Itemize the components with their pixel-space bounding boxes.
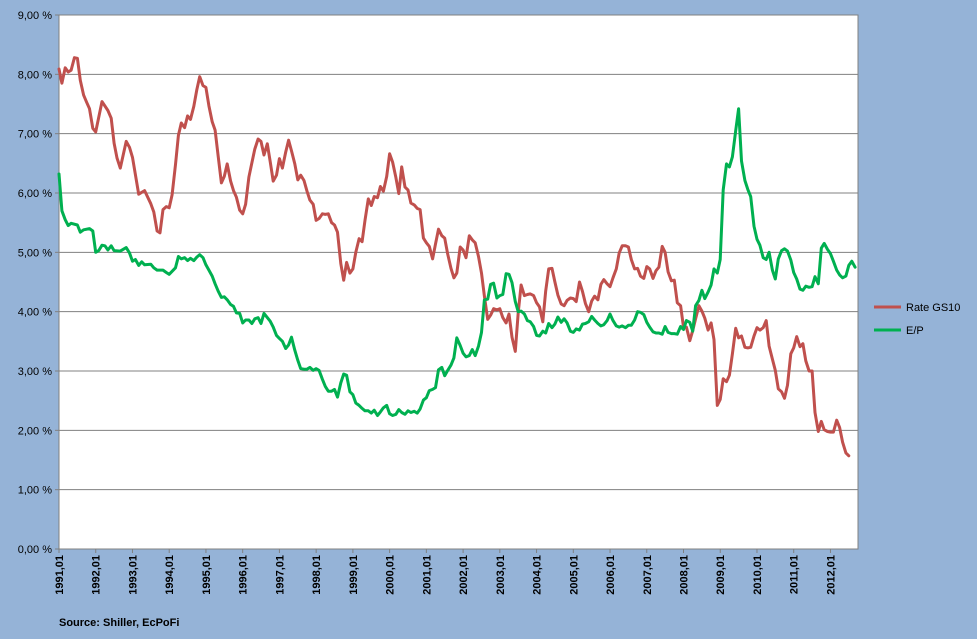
y-tick-label: 4,00 % [18, 307, 52, 319]
x-tick-label: 1993,01 [127, 555, 139, 595]
x-tick-label: 2012,01 [825, 555, 837, 595]
y-tick-label: 9,00 % [18, 10, 52, 22]
x-tick-label: 2011,01 [789, 555, 801, 594]
x-tick-label: 2005,01 [568, 555, 580, 595]
plot-area [58, 14, 859, 550]
x-tick-label: 2010,01 [752, 555, 764, 595]
x-tick-label: 2006,01 [605, 555, 617, 595]
x-tick-label: 1996,01 [238, 555, 250, 595]
x-axis: 1991,01 1992,01 1993,01 1994,01 1995,01 1996,… [54, 549, 837, 595]
x-tick-label: 2003,01 [495, 555, 507, 595]
x-tick-label: 1995,01 [201, 555, 213, 595]
x-tick-label: 2000,01 [385, 555, 397, 595]
source-note: Source: Shiller, EcPoFi [59, 617, 179, 629]
x-tick-label: 2008,01 [679, 555, 691, 595]
legend-label-rate-gs10: Rate GS10 [906, 302, 960, 314]
x-tick-label: 1997,01 [274, 555, 286, 595]
x-tick-label: 1994,01 [164, 555, 176, 595]
y-tick-label: 1,00 % [18, 485, 52, 497]
x-tick-label: 1992,01 [91, 555, 103, 595]
y-tick-label: 0,00 % [18, 544, 52, 556]
legend-label-ep: E/P [906, 325, 924, 337]
y-tick-label: 7,00 % [18, 129, 52, 141]
x-tick-label: 2002,01 [458, 555, 470, 595]
x-tick-label: 2007,01 [642, 555, 654, 595]
x-tick-label: 1999,01 [348, 555, 360, 595]
y-tick-label: 3,00 % [18, 366, 52, 378]
x-tick-label: 2004,01 [532, 555, 544, 595]
series-line-rate-gs10 [57, 56, 851, 458]
series-line-ep [57, 107, 857, 417]
x-tick-label: 1998,01 [311, 555, 323, 595]
y-tick-label: 8,00 % [18, 69, 52, 81]
x-tick-label: 1991,01 [54, 555, 66, 595]
x-tick-label: 2001,01 [421, 555, 433, 595]
y-tick-label: 5,00 % [18, 247, 52, 259]
y-tick-label: 2,00 % [18, 425, 52, 437]
legend: Rate GS10 E/P [874, 302, 960, 337]
y-tick-label: 6,00 % [18, 188, 52, 200]
x-tick-label: 2009,01 [715, 555, 727, 595]
series-lines [57, 56, 857, 458]
y-axis: 0,00 % 1,00 % 2,00 % 3,00 % 4,00 % 5,00 % 6,00… [18, 10, 59, 556]
